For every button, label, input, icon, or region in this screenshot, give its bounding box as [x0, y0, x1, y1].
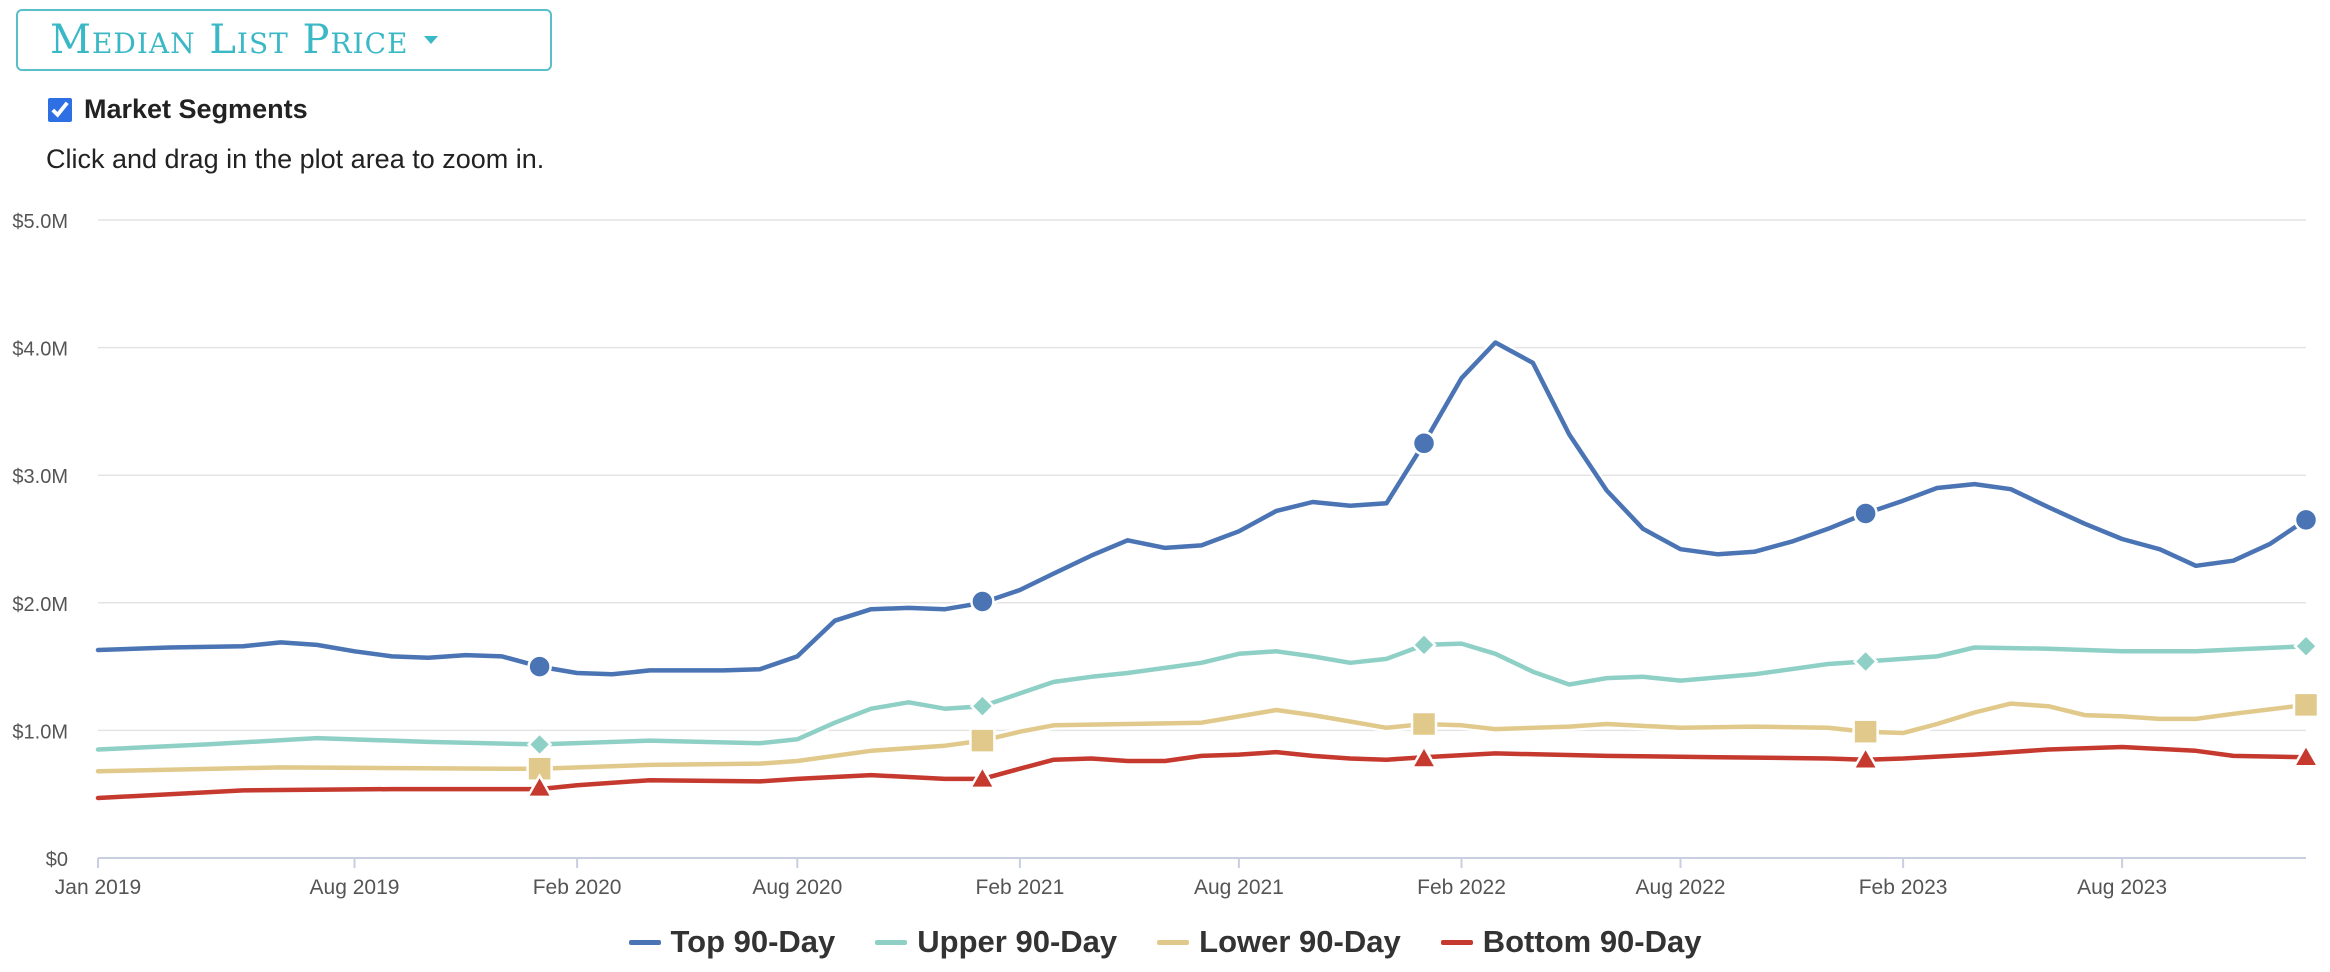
legend-item[interactable]: Bottom 90-Day	[1440, 924, 1702, 960]
x-tick-label: Feb 2022	[1417, 876, 1506, 899]
data-point	[1852, 648, 1879, 675]
data-point	[968, 764, 997, 790]
y-tick-label: $1.0M	[12, 721, 68, 743]
x-tick-label: Aug 2019	[310, 876, 400, 899]
data-point	[1851, 745, 1880, 770]
data-point	[2293, 633, 2319, 659]
data-point	[970, 589, 995, 614]
x-tick-label: Jan 2019	[55, 876, 141, 899]
line-chart[interactable]: $0 $1.0M $2.0M $3.0M $4.0M $5.0M Jan 2019 Aug 2…	[0, 200, 2330, 920]
y-tick-label: $0	[46, 849, 68, 871]
y-tick-label: $2.0M	[12, 594, 68, 616]
data-point	[527, 654, 552, 679]
market-segments-checkbox[interactable]	[48, 97, 72, 122]
x-tick-label: Feb 2023	[1859, 876, 1948, 899]
legend-label: Upper 90-Day	[917, 924, 1118, 959]
data-point	[1853, 501, 1878, 526]
legend-swatch	[1157, 939, 1190, 945]
y-tick-label: $3.0M	[12, 466, 68, 488]
x-tick-label: Aug 2021	[1194, 876, 1284, 899]
legend-label: Lower 90-Day	[1199, 924, 1401, 959]
metric-dropdown-label: Median List Price	[50, 17, 409, 63]
legend-label: Bottom 90-Day	[1482, 924, 1702, 959]
legend-item[interactable]: Lower 90-Day	[1157, 924, 1401, 960]
zoom-hint: Click and drag in the plot area to zoom …	[46, 144, 545, 174]
chart-legend: Top 90-Day Upper 90-Day Lower 90-Day Bottom…	[0, 924, 2330, 960]
metric-dropdown[interactable]: Median List Price	[16, 9, 552, 71]
data-point	[1411, 431, 1437, 456]
x-tick-label: Aug 2023	[2077, 876, 2167, 899]
data-point	[526, 731, 553, 758]
series-line	[95, 340, 2309, 677]
legend-swatch	[875, 939, 908, 945]
x-tick-label: Aug 2020	[752, 876, 842, 899]
series-line	[95, 641, 2309, 752]
data-point	[2291, 742, 2321, 768]
legend-swatch	[628, 939, 661, 945]
series-line	[95, 701, 2309, 774]
legend-item[interactable]: Upper 90-Day	[875, 924, 1117, 960]
y-tick-label: $4.0M	[12, 339, 68, 361]
data-point	[1852, 718, 1879, 745]
market-segments-toggle[interactable]: Market Segments	[48, 94, 308, 125]
x-tick-label: Aug 2022	[1636, 876, 1726, 899]
series-line-halo	[93, 338, 2311, 679]
legend-item[interactable]: Top 90-Day	[628, 924, 836, 960]
x-tick-label: Feb 2020	[533, 876, 622, 899]
legend-label: Top 90-Day	[670, 924, 836, 959]
data-point	[2293, 507, 2319, 533]
data-point	[2292, 691, 2320, 719]
legend-swatch	[1440, 939, 1473, 945]
data-point	[969, 727, 996, 754]
data-point	[1410, 710, 1438, 738]
market-segments-label: Market Segments	[84, 94, 308, 124]
series-line	[95, 744, 2309, 801]
x-tick-label: Feb 2021	[976, 876, 1065, 899]
y-tick-label: $5.0M	[12, 211, 68, 233]
data-point	[1409, 743, 1439, 769]
data-point	[525, 773, 554, 799]
chevron-down-icon	[424, 36, 439, 44]
data-point	[969, 693, 996, 719]
data-point	[1411, 632, 1437, 658]
